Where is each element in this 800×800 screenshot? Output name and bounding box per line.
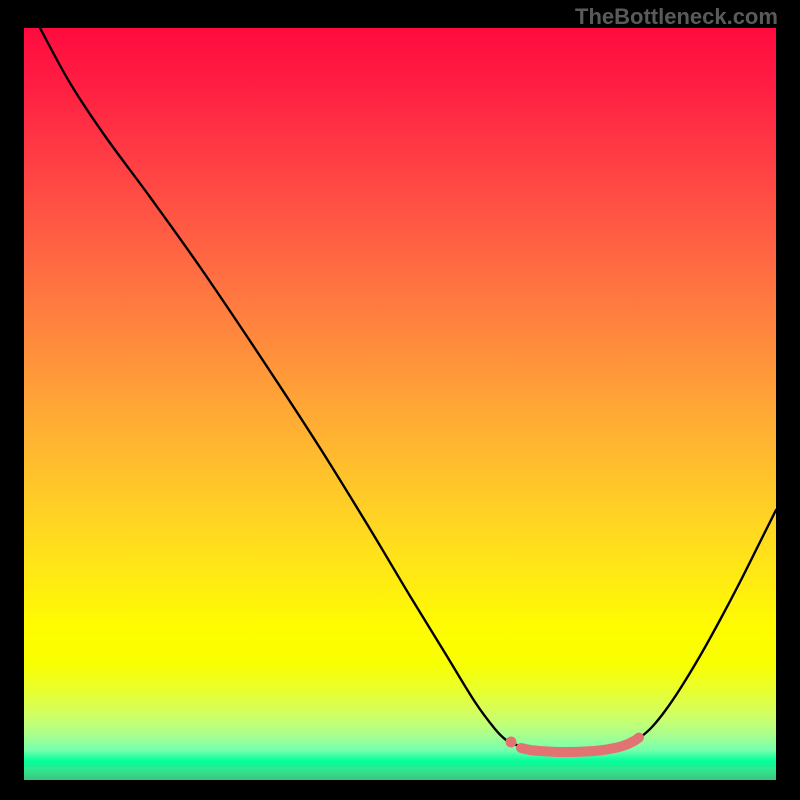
watermark-text: TheBottleneck.com [575, 4, 778, 30]
gradient-background [24, 28, 776, 780]
highlight-start-dot [506, 737, 517, 748]
chart-svg [0, 0, 800, 800]
chart-container: TheBottleneck.com [0, 0, 800, 800]
